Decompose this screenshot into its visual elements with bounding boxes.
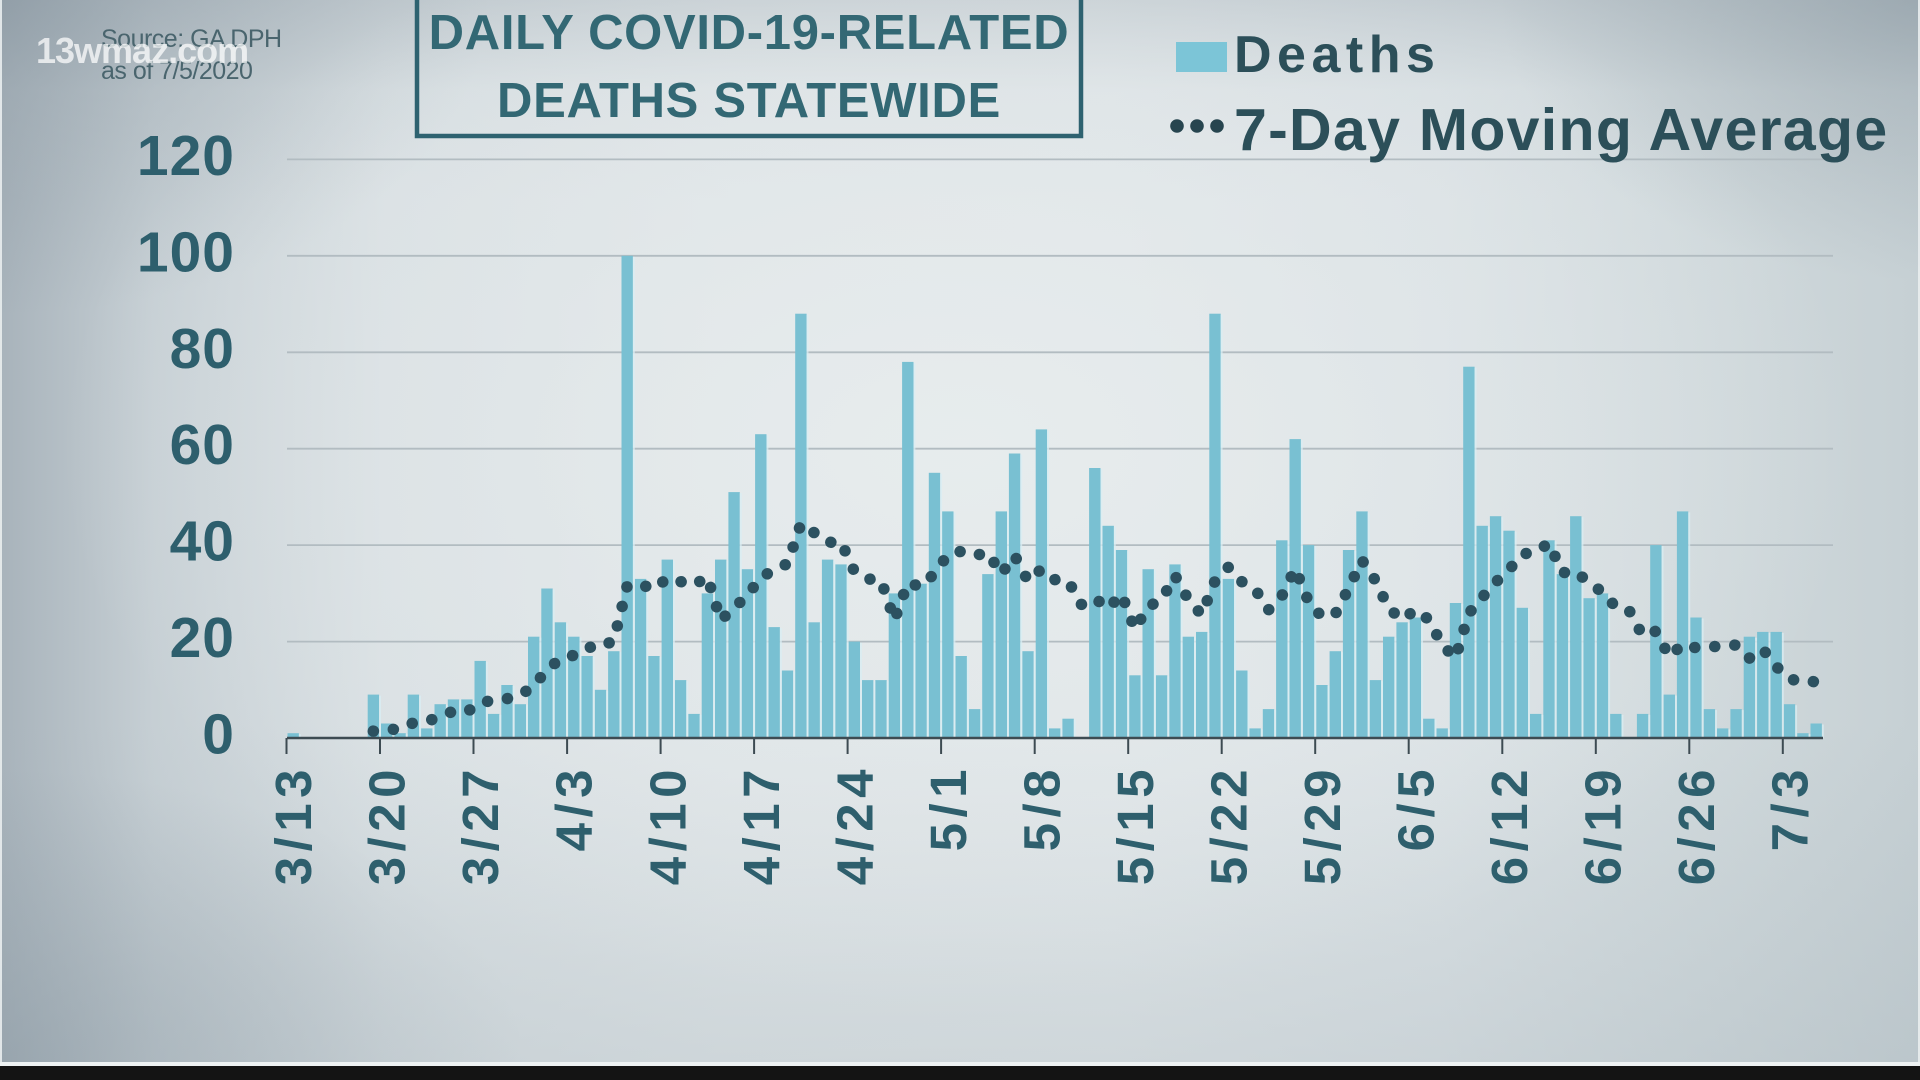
svg-text:as of 7/5/2020: as of 7/5/2020 (101, 57, 252, 85)
svg-text:DEATHS STATEWIDE: DEATHS STATEWIDE (497, 74, 1001, 128)
svg-text:60: 60 (170, 413, 235, 477)
svg-text:3/20: 3/20 (359, 764, 416, 885)
svg-text:5/15: 5/15 (1107, 764, 1164, 885)
svg-text:4/17: 4/17 (733, 764, 790, 885)
svg-text:6/19: 6/19 (1575, 764, 1632, 885)
svg-text:3/27: 3/27 (452, 764, 509, 885)
svg-text:7-Day Moving Average: 7-Day Moving Average (1234, 97, 1888, 163)
svg-text:Source: GA DPH: Source: GA DPH (101, 25, 282, 53)
svg-text:6/26: 6/26 (1668, 764, 1725, 885)
svg-text:3/13: 3/13 (265, 764, 322, 885)
svg-text:0: 0 (202, 703, 235, 767)
svg-text:100: 100 (137, 220, 235, 284)
svg-text:DAILY COVID-19-RELATED: DAILY COVID-19-RELATED (429, 6, 1070, 60)
svg-text:5/1: 5/1 (920, 764, 977, 851)
svg-text:5/22: 5/22 (1200, 764, 1257, 885)
svg-text:4/10: 4/10 (639, 764, 696, 885)
svg-text:20: 20 (170, 606, 235, 670)
svg-text:5/8: 5/8 (1013, 764, 1070, 851)
svg-text:6/5: 6/5 (1387, 764, 1444, 851)
svg-text:80: 80 (170, 317, 235, 381)
svg-text:5/29: 5/29 (1294, 764, 1351, 885)
svg-text:4/24: 4/24 (826, 764, 883, 885)
svg-text:6/12: 6/12 (1481, 764, 1538, 885)
svg-text:40: 40 (170, 510, 235, 574)
svg-text:120: 120 (137, 124, 235, 188)
svg-text:7/3: 7/3 (1762, 764, 1819, 851)
svg-text:Deaths: Deaths (1234, 26, 1440, 84)
svg-text:13wmaz.com: 13wmaz.com (36, 30, 248, 71)
svg-text:4/3: 4/3 (546, 764, 603, 851)
